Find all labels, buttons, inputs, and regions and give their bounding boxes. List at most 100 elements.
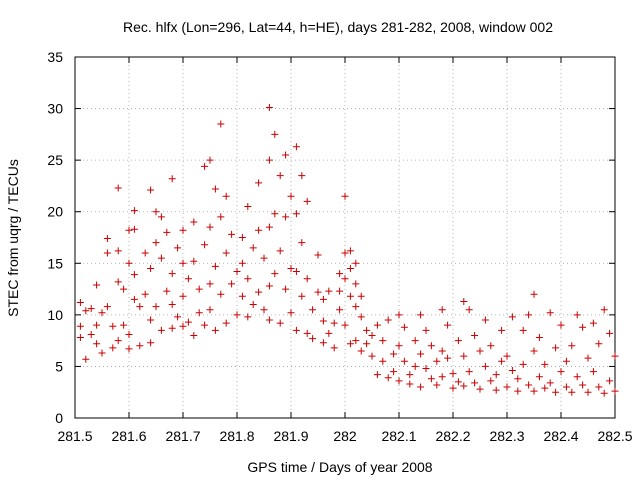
data-point (255, 288, 263, 296)
data-point (314, 251, 322, 259)
data-point (444, 321, 452, 329)
y-tick-label: 35 (47, 49, 63, 65)
data-point (201, 321, 209, 329)
data-point (579, 381, 587, 389)
data-point (465, 306, 473, 314)
data-point (336, 270, 344, 278)
x-tick-label: 281.9 (273, 428, 308, 444)
data-point (222, 319, 230, 327)
data-point (503, 383, 511, 391)
data-point (357, 347, 365, 355)
data-point (109, 322, 117, 330)
data-point (519, 360, 527, 368)
data-point (373, 371, 381, 379)
data-point (195, 285, 203, 293)
data-point (476, 385, 484, 393)
data-point (379, 357, 387, 365)
data-point (87, 330, 95, 338)
data-point (265, 316, 273, 324)
data-point (595, 340, 603, 348)
data-point (357, 313, 365, 321)
data-point (130, 225, 138, 233)
data-point (168, 324, 176, 332)
data-point (238, 234, 246, 241)
data-point (379, 337, 387, 345)
data-point (309, 306, 317, 314)
data-point (346, 247, 354, 255)
data-point (454, 337, 462, 345)
data-point (130, 295, 138, 303)
data-point (287, 192, 295, 200)
data-point (211, 326, 219, 334)
data-point (498, 326, 506, 334)
data-point (390, 350, 398, 358)
data-point (492, 386, 500, 394)
data-point (589, 319, 597, 327)
data-point (557, 368, 565, 376)
data-point (120, 285, 128, 293)
data-point (82, 355, 90, 363)
data-point (233, 311, 241, 319)
data-point (530, 290, 538, 298)
data-point (287, 309, 295, 317)
data-point (103, 249, 111, 257)
data-point (368, 352, 376, 360)
data-point (535, 334, 543, 342)
data-point (449, 384, 457, 392)
x-tick-label: 282 (333, 428, 357, 444)
data-point (292, 268, 300, 276)
data-point (546, 379, 554, 387)
data-point (249, 244, 257, 252)
data-point (265, 282, 273, 290)
data-point (352, 259, 360, 267)
data-point (76, 334, 84, 342)
data-point (103, 303, 111, 311)
data-point (406, 380, 414, 388)
data-point (82, 307, 90, 315)
data-point (147, 339, 155, 347)
data-point (427, 375, 435, 383)
data-point (373, 321, 381, 329)
data-point (606, 377, 614, 385)
data-point (93, 321, 101, 329)
data-point (589, 368, 597, 376)
data-point (552, 388, 560, 396)
data-point (411, 362, 419, 370)
data-point (179, 292, 187, 300)
data-point (190, 257, 198, 265)
x-tick-label: 282.5 (597, 428, 632, 444)
data-point (130, 271, 138, 279)
data-point (125, 345, 133, 353)
data-point (292, 143, 300, 151)
data-point (98, 309, 106, 317)
data-point (201, 162, 209, 170)
data-point (163, 287, 171, 295)
data-point (346, 292, 354, 300)
data-point (222, 192, 230, 200)
data-point (395, 377, 403, 385)
data-point (384, 316, 392, 324)
data-point (114, 337, 122, 345)
data-point (390, 368, 398, 376)
data-point (330, 319, 338, 327)
data-point (465, 368, 473, 376)
data-point (460, 352, 468, 360)
data-point (476, 347, 484, 355)
data-point (276, 319, 284, 327)
data-point (114, 184, 122, 192)
data-point (157, 326, 165, 334)
data-point (157, 213, 165, 221)
data-point (503, 352, 511, 360)
data-point (265, 223, 273, 231)
data-point (600, 389, 608, 397)
data-point (325, 287, 333, 295)
data-point (319, 339, 327, 347)
data-point (152, 208, 160, 216)
data-point (309, 335, 317, 343)
data-point (530, 387, 538, 395)
data-point (492, 371, 500, 379)
y-axis-label: STEC from uqrg / TECUs (5, 159, 21, 317)
data-point (98, 349, 106, 357)
data-point (206, 280, 214, 288)
data-point (460, 297, 468, 305)
